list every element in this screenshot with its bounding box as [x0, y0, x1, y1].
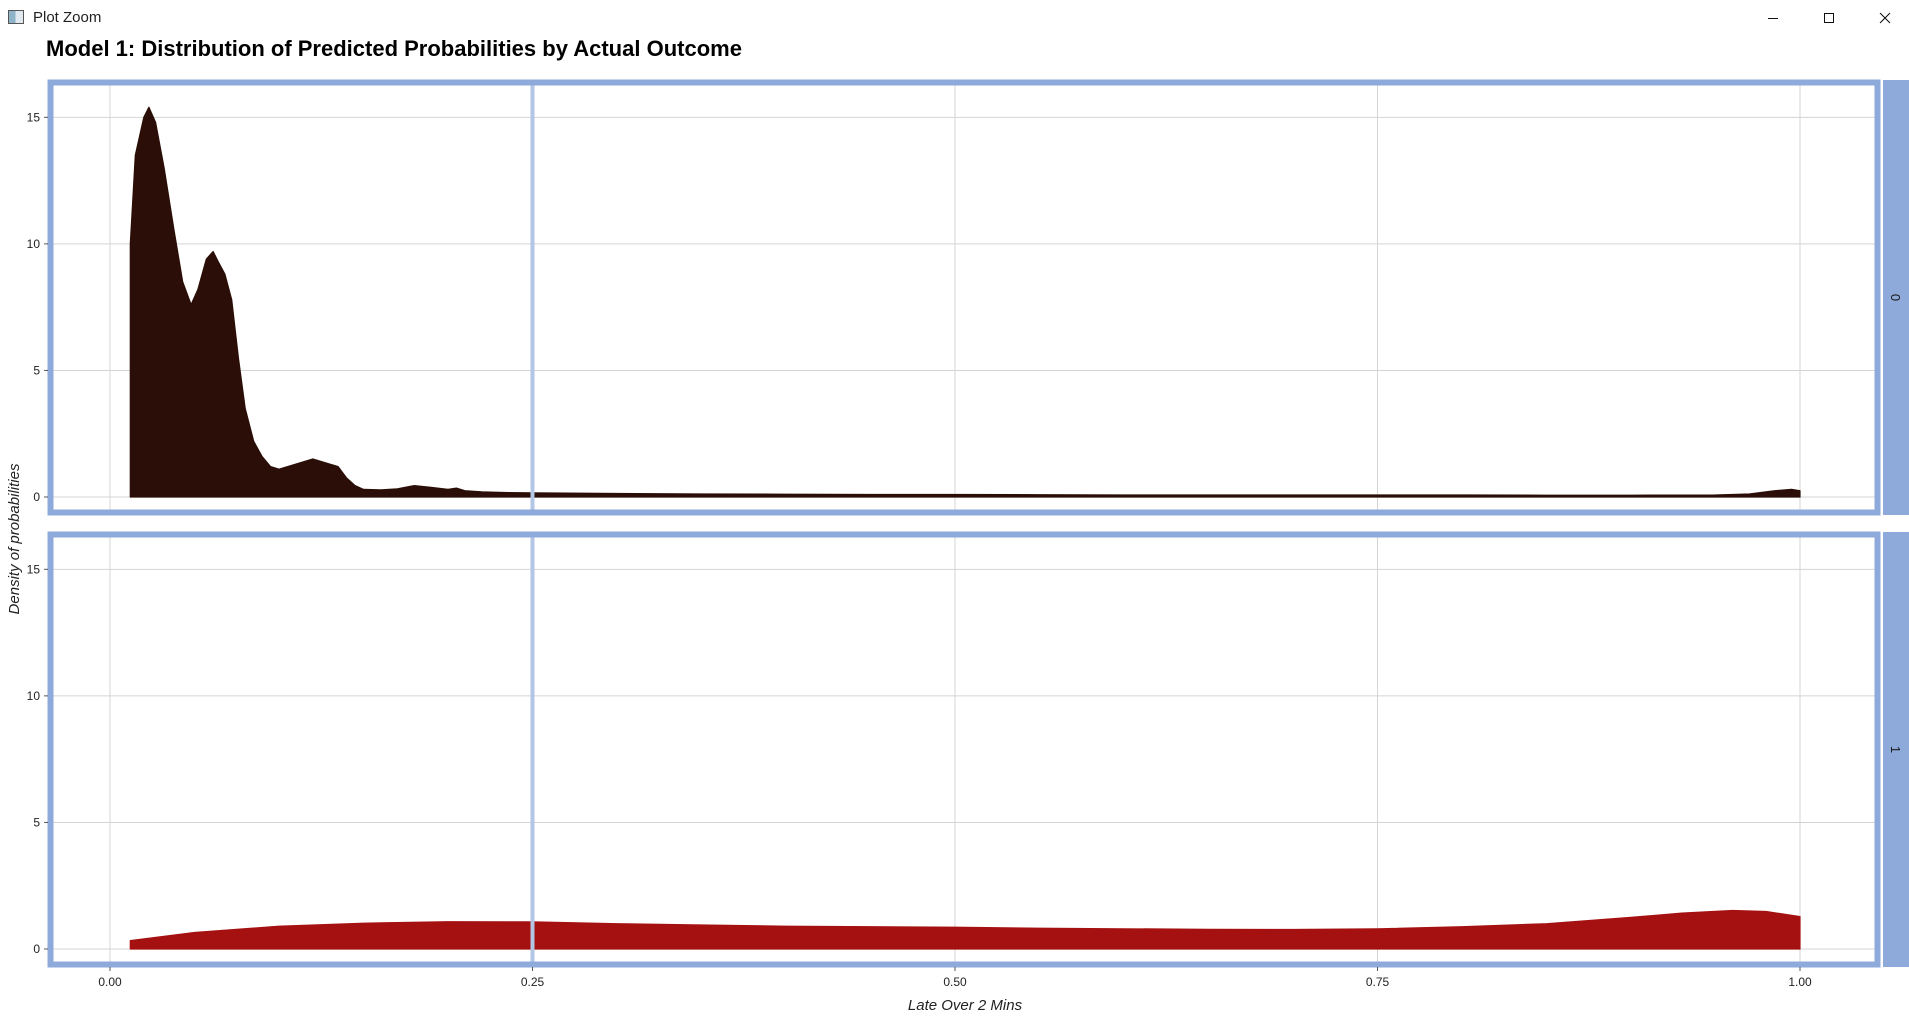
facet-strip-label: 1	[1888, 746, 1903, 753]
panel-border	[47, 531, 1881, 968]
y-tick-label: 10	[27, 237, 41, 251]
x-tick-label: 0.50	[943, 975, 967, 989]
chart-title: Model 1: Distribution of Predicted Proba…	[46, 36, 742, 61]
x-tick-label: 1.00	[1788, 975, 1812, 989]
facet-strip-label: 0	[1888, 294, 1903, 301]
minimize-icon	[1767, 12, 1779, 24]
facet-strip	[1883, 532, 1909, 967]
maximize-button[interactable]	[1800, 0, 1858, 36]
close-button[interactable]	[1856, 0, 1909, 36]
panel-border	[47, 79, 1881, 516]
density-area	[129, 909, 1801, 950]
y-tick-label: 0	[33, 942, 40, 956]
y-tick-label: 5	[33, 815, 40, 829]
density-area	[129, 106, 1801, 498]
chart-area: Model 1: Distribution of Predicted Proba…	[0, 36, 1909, 1021]
y-axis-label: Density of probabilities	[6, 463, 23, 614]
panel-background	[48, 80, 1880, 515]
panel-background	[48, 532, 1880, 967]
x-tick-label: 0.00	[98, 975, 122, 989]
close-icon	[1879, 12, 1891, 24]
y-tick-label: 0	[33, 490, 40, 504]
x-tick-label: 0.25	[521, 975, 545, 989]
x-axis-label: Late Over 2 Mins	[908, 997, 1023, 1014]
maximize-icon	[1823, 12, 1835, 24]
facet-panel-0: 0 0 5 10 15	[27, 79, 1909, 516]
y-tick-label: 5	[33, 363, 40, 377]
minimize-button[interactable]	[1744, 0, 1802, 36]
y-tick-label: 15	[27, 562, 41, 576]
window-titlebar[interactable]: Plot Zoom	[0, 0, 1909, 36]
y-tick-label: 15	[27, 110, 41, 124]
density-chart: Model 1: Distribution of Predicted Proba…	[6, 36, 1909, 1014]
x-tick-label: 0.75	[1366, 975, 1390, 989]
y-tick-label: 10	[27, 689, 41, 703]
facet-strip	[1883, 80, 1909, 515]
plot-window-icon	[8, 10, 24, 24]
window-title: Plot Zoom	[33, 9, 102, 26]
